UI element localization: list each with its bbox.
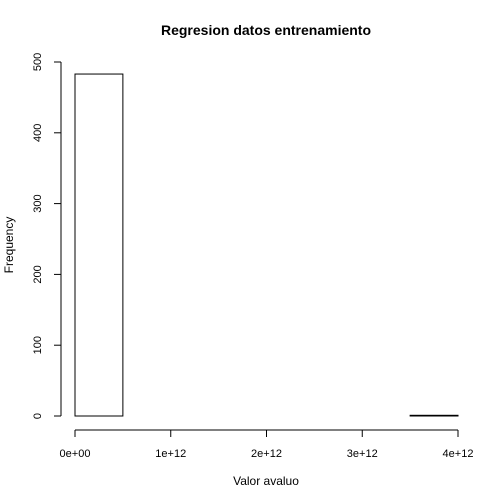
x-axis: 0e+00 1e+12 2e+12 3e+12 4e+12 xyxy=(60,429,474,460)
y-tick-label-2: 200 xyxy=(32,265,44,283)
y-tick-label-5: 500 xyxy=(32,53,44,71)
y-axis: 0 100 200 300 400 500 xyxy=(32,53,62,419)
histogram-bar-0 xyxy=(74,73,124,417)
x-tick-label-0: 0e+00 xyxy=(60,448,91,460)
x-tick-label-3: 3e+12 xyxy=(347,448,378,460)
x-tick-label-2: 2e+12 xyxy=(251,448,282,460)
bars-group xyxy=(74,73,459,417)
histogram-bar-7 xyxy=(409,414,459,417)
y-tick-label-1: 100 xyxy=(32,336,44,354)
y-tick-label-0: 0 xyxy=(32,413,44,419)
x-tick-label-1: 1e+12 xyxy=(155,448,186,460)
x-tick-label-4: 4e+12 xyxy=(443,448,474,460)
y-axis-label: Frequency xyxy=(2,217,16,274)
chart-title: Regresion datos entrenamiento xyxy=(161,22,371,38)
y-tick-label-4: 400 xyxy=(32,124,44,142)
x-axis-label: Valor avaluo xyxy=(233,474,299,488)
y-tick-label-3: 300 xyxy=(32,194,44,212)
